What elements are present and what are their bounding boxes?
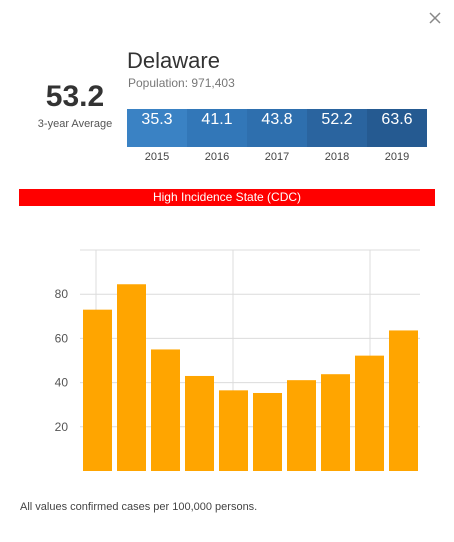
year-label-2016: 2016 <box>204 151 230 163</box>
state-name: Delaware <box>127 48 220 73</box>
year-label-2015: 2015 <box>144 151 170 163</box>
bar-8 <box>355 355 384 471</box>
y-tick-label: 60 <box>55 331 69 345</box>
year-labels-row: 2015 2016 2017 2018 2019 <box>127 151 427 163</box>
close-icon[interactable] <box>426 9 444 27</box>
bar-9 <box>389 330 418 471</box>
year-value-2015: 35.3 <box>127 109 187 147</box>
bar-7 <box>321 374 350 471</box>
bar-3 <box>185 375 214 471</box>
yearly-values-row: 35.3 41.1 43.8 52.2 63.6 <box>127 109 427 147</box>
y-tick-label: 40 <box>55 376 69 390</box>
population-text: Population: 971,403 <box>128 76 235 90</box>
three-year-average-label: 3-year Average <box>37 118 113 130</box>
incidence-bar-chart: 20 40 60 80 <box>55 249 420 471</box>
year-value-2017: 43.8 <box>247 109 307 147</box>
year-label-2018: 2018 <box>324 151 350 163</box>
high-incidence-banner: High Incidence State (CDC) <box>19 189 435 206</box>
y-tick-label: 80 <box>55 287 69 301</box>
bar-5 <box>253 392 282 471</box>
bar-2 <box>151 349 180 471</box>
year-value-2019: 63.6 <box>367 109 427 147</box>
year-label-2019: 2019 <box>384 151 410 163</box>
bar-0 <box>83 309 112 471</box>
y-tick-label: 20 <box>55 420 69 434</box>
footnote: All values confirmed cases per 100,000 p… <box>20 501 258 513</box>
year-label-2017: 2017 <box>264 151 290 163</box>
bar-6 <box>287 380 316 471</box>
bar-1 <box>117 284 146 471</box>
bar-4 <box>219 390 248 471</box>
year-value-2018: 52.2 <box>307 109 367 147</box>
year-value-2016: 41.1 <box>187 109 247 147</box>
three-year-average-value: 53.2 <box>45 80 105 113</box>
